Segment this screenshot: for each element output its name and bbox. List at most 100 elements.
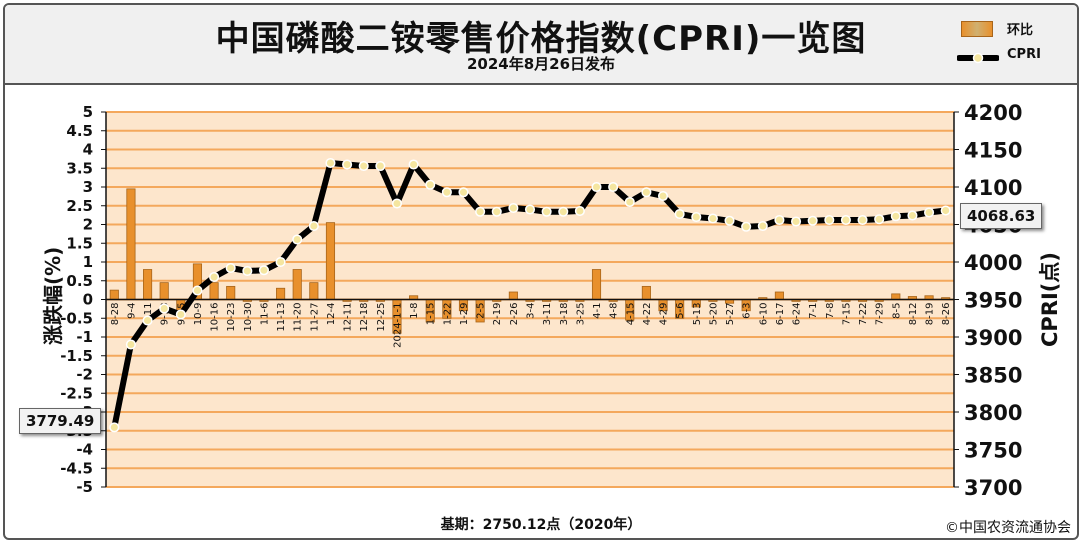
y-right-tick-label: 4200 <box>964 101 1022 125</box>
bar <box>774 291 784 300</box>
cpri-point <box>940 205 951 216</box>
callout-first-value: 3779.49 <box>19 408 102 434</box>
y-left-tick-label: 2 <box>83 216 93 234</box>
y-left-tick-label: 1 <box>83 253 93 271</box>
y-right-tick-label: 4150 <box>964 139 1022 163</box>
x-tick-label: 11-13 <box>276 303 287 332</box>
cpri-point <box>840 214 851 226</box>
cpri-point <box>475 206 486 217</box>
x-tick-label: 8-19 <box>925 303 936 326</box>
y-right-tick-label: 3850 <box>964 364 1022 388</box>
y-left-tick-label: 3 <box>83 178 93 196</box>
x-tick-label: 8-5 <box>891 303 902 319</box>
bar <box>325 222 336 300</box>
cpri-point <box>175 309 186 320</box>
cpri-point <box>308 220 319 232</box>
y-left-tick-label: -1 <box>76 328 93 346</box>
x-tick-label: 4-29 <box>659 303 670 326</box>
y-left-tick-label: -2 <box>76 366 93 384</box>
cpri-point <box>724 215 735 226</box>
y-left-tick-label: -4.5 <box>60 459 93 477</box>
chart-legend: 环比 CPRI <box>955 19 1073 75</box>
y-right-tick-label: 3950 <box>964 289 1022 313</box>
cpri-point <box>574 205 585 217</box>
x-tick-label: 7-8 <box>825 303 836 319</box>
cpri-point <box>558 206 569 217</box>
x-tick-label: 1-15 <box>426 303 437 326</box>
x-tick-label: 3-11 <box>542 303 553 326</box>
x-tick-label: 11-6 <box>259 303 270 326</box>
x-tick-label: 7-29 <box>875 303 886 326</box>
bar <box>209 282 219 300</box>
bar <box>508 291 518 300</box>
bar <box>226 285 236 300</box>
bar <box>292 269 302 300</box>
bar <box>126 188 136 300</box>
cpri-point <box>741 221 752 232</box>
cpri-point <box>591 181 602 193</box>
x-tick-label: 5-13 <box>692 303 703 326</box>
y-left-tick-label: 5 <box>83 103 93 121</box>
y-left-tick-label: 3.5 <box>66 159 93 177</box>
cpri-point <box>608 181 619 193</box>
bar <box>891 293 901 300</box>
cpri-point <box>441 187 452 198</box>
y-left-tick-label: 4.5 <box>66 122 93 140</box>
y-left-tick-label: -4 <box>76 441 93 459</box>
cpri-point <box>924 207 935 218</box>
x-tick-label: 7-15 <box>841 303 852 326</box>
y-right-tick-label: 3800 <box>964 401 1022 425</box>
cpri-point <box>691 211 702 223</box>
x-tick-label: 12-4 <box>326 303 337 326</box>
x-tick-label: 5-27 <box>725 303 736 326</box>
cpri-point <box>275 256 286 268</box>
cpri-point <box>624 196 635 208</box>
cpri-point <box>541 206 552 217</box>
cpri-point <box>857 214 868 226</box>
cpri-point <box>342 159 353 170</box>
cpri-point <box>325 157 336 169</box>
header: 中国磷酸二铵零售价格指数(CPRI)一览图 2024年8月26日发布 环比 CP… <box>5 5 1077 85</box>
cpri-point <box>458 187 469 198</box>
x-tick-label: 1-29 <box>459 303 470 326</box>
x-tick-label: 6-3 <box>742 303 753 319</box>
x-tick-label: 8-28 <box>110 303 121 326</box>
x-tick-label: 3-4 <box>526 303 537 319</box>
x-tick-label: 9-11 <box>143 303 154 326</box>
cpri-point <box>757 220 768 232</box>
y-left-tick-label: -0.5 <box>60 309 93 327</box>
cpri-point <box>408 159 419 170</box>
y-left-tick-label: -2.5 <box>60 384 93 402</box>
cpri-point <box>874 214 885 225</box>
x-tick-label: 2024-1-1 <box>392 303 403 348</box>
x-tick-label: 2-5 <box>476 303 487 319</box>
chart-frame: 中国磷酸二铵零售价格指数(CPRI)一览图 2024年8月26日发布 环比 CP… <box>3 3 1079 540</box>
cpri-point <box>508 202 519 214</box>
cpri-point <box>524 204 536 215</box>
cpri-point <box>292 234 303 245</box>
line-swatch-icon <box>957 52 999 64</box>
x-tick-label: 6-10 <box>758 303 769 326</box>
page-title: 中国磷酸二铵零售价格指数(CPRI)一览图 <box>215 19 867 59</box>
x-tick-label: 4-22 <box>642 303 653 326</box>
cpri-point <box>242 265 253 277</box>
cpri-point <box>192 285 203 296</box>
y-axis-right-label: CPRI(点) <box>1038 252 1062 347</box>
x-tick-label: 4-1 <box>592 303 603 319</box>
x-tick-label: 10-23 <box>226 303 237 332</box>
x-tick-label: 8-12 <box>908 303 919 326</box>
cpri-point <box>159 303 170 314</box>
copyright-note: ©中国农资流通协会 <box>945 520 1071 536</box>
y-right-tick-label: 4100 <box>964 176 1022 200</box>
chart-svg: -5-4.5-4-3.5-3-2.5-2-1.5-1-0.500.511.522… <box>60 101 1062 500</box>
callout-last-value: 4068.63 <box>960 203 1043 229</box>
bar <box>309 282 319 300</box>
cpri-point <box>225 262 236 274</box>
bar <box>641 285 651 300</box>
x-tick-label: 9-18 <box>160 303 171 326</box>
x-tick-label: 10-16 <box>210 303 221 332</box>
page-subtitle: 2024年8月26日发布 <box>466 55 616 73</box>
x-tick-label: 3-18 <box>559 303 570 326</box>
cpri-point <box>375 160 386 172</box>
y-left-tick-label: 2.5 <box>66 197 93 215</box>
